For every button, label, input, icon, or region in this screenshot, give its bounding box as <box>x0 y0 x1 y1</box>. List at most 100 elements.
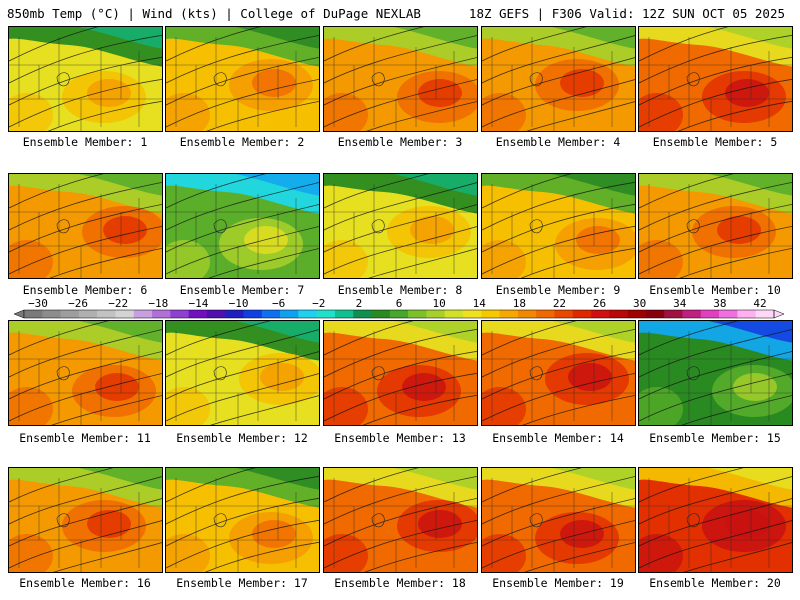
ensemble-map-panel <box>8 320 163 426</box>
colorbar-segment <box>316 310 336 318</box>
ensemble-member-label: Ensemble Member: 4 <box>495 135 621 149</box>
colorbar-segment <box>517 310 537 318</box>
ensemble-member-label: Ensemble Member: 10 <box>649 283 781 297</box>
colorbar-tick-label: 42 <box>753 297 766 310</box>
ensemble-member-label: Ensemble Member: 13 <box>334 431 466 445</box>
colorbar-tick-label: 2 <box>356 297 363 310</box>
ensemble-map-panel <box>8 173 163 279</box>
ensemble-member-label: Ensemble Member: 18 <box>334 576 466 590</box>
colorbar-tick-label: −6 <box>272 297 285 310</box>
ensemble-map-panel <box>638 467 793 573</box>
ensemble-map-panel <box>165 320 320 426</box>
colorbar-tick-label: 22 <box>553 297 566 310</box>
colorbar-segment <box>426 310 446 318</box>
colorbar-tick-label: 10 <box>432 297 445 310</box>
colorbar-segment <box>78 310 98 318</box>
colorbar-tick-label: −18 <box>148 297 168 310</box>
ensemble-member-label: Ensemble Member: 15 <box>649 431 781 445</box>
header-run-info: 18Z GEFS | F306 Valid: 12Z SUN OCT 05 20… <box>468 6 785 21</box>
colorbar-segment <box>627 310 647 318</box>
ensemble-map-panel <box>165 173 320 279</box>
colorbar-segment <box>371 310 391 318</box>
ensemble-map-panel <box>323 173 478 279</box>
colorbar-tick-label: 38 <box>713 297 726 310</box>
ensemble-map-panel <box>323 467 478 573</box>
ensemble-member-label: Ensemble Member: 8 <box>337 283 463 297</box>
colorbar-segment <box>353 310 372 318</box>
colorbar-segment <box>572 310 592 318</box>
colorbar-tick-label: −2 <box>312 297 325 310</box>
ensemble-member-label: Ensemble Member: 16 <box>19 576 151 590</box>
ensemble-map-panel <box>165 467 320 573</box>
colorbar-segment <box>408 310 427 318</box>
colorbar-segment <box>243 310 263 318</box>
colorbar-segment <box>97 310 116 318</box>
colorbar-segment <box>206 310 226 318</box>
colorbar-tick-label: −30 <box>28 297 48 310</box>
colorbar-tick-label: 26 <box>593 297 606 310</box>
colorbar-tick-label: −14 <box>189 297 209 310</box>
colorbar-segment <box>719 310 738 318</box>
ensemble-map-panel <box>8 26 163 132</box>
colorbar-segment <box>645 310 665 318</box>
colorbar-segment <box>554 310 574 318</box>
ensemble-map-panel <box>165 26 320 132</box>
colorbar-right-arrow <box>773 309 785 319</box>
colorbar-segment <box>755 310 775 318</box>
ensemble-member-label: Ensemble Member: 9 <box>495 283 621 297</box>
colorbar-segment <box>334 310 354 318</box>
ensemble-member-label: Ensemble Member: 3 <box>337 135 463 149</box>
ensemble-map-panel <box>481 320 636 426</box>
colorbar-segment <box>499 310 519 318</box>
ensemble-member-label: Ensemble Member: 17 <box>176 576 308 590</box>
colorbar-segment <box>389 310 409 318</box>
ensemble-map-panel <box>481 26 636 132</box>
colorbar-segment <box>115 310 135 318</box>
colorbar-segment <box>188 310 208 318</box>
ensemble-map-panel <box>323 26 478 132</box>
colorbar-tick-label: 14 <box>473 297 487 310</box>
ensemble-member-label: Ensemble Member: 19 <box>492 576 624 590</box>
colorbar-segment <box>24 310 43 318</box>
colorbar-tick-label: 18 <box>513 297 526 310</box>
ensemble-member-label: Ensemble Member: 7 <box>179 283 305 297</box>
colorbar-tick-label: −22 <box>108 297 128 310</box>
ensemble-member-label: Ensemble Member: 6 <box>22 283 148 297</box>
ensemble-map-panel <box>323 320 478 426</box>
colorbar-segment <box>682 310 702 318</box>
colorbar-segment <box>737 310 757 318</box>
colorbar-tick-label: 30 <box>633 297 646 310</box>
ensemble-member-label: Ensemble Member: 14 <box>492 431 624 445</box>
colorbar-segment <box>609 310 628 318</box>
colorbar-left-arrow <box>13 309 25 319</box>
colorbar-segment <box>152 310 171 318</box>
ensemble-member-label: Ensemble Member: 11 <box>19 431 151 445</box>
colorbar-tick-label: 6 <box>396 297 403 310</box>
colorbar-segment <box>481 310 500 318</box>
ensemble-map-panel <box>8 467 163 573</box>
colorbar-segment <box>700 310 720 318</box>
colorbar-segment <box>280 310 299 318</box>
ensemble-map-panel <box>481 467 636 573</box>
ensemble-member-label: Ensemble Member: 1 <box>22 135 148 149</box>
colorbar-segment <box>170 310 189 318</box>
colorbar-segment <box>60 310 80 318</box>
ensemble-map-panel <box>638 320 793 426</box>
ensemble-member-label: Ensemble Member: 12 <box>176 431 308 445</box>
temperature-colorbar: −30 −26 −22 −18 −14 −10 −6 −2 2 6 10 14 18 22 26 30 34 38… <box>13 297 785 319</box>
header-title: 850mb Temp (°C) | Wind (kts) | College o… <box>7 6 421 21</box>
colorbar-segment <box>42 310 61 318</box>
colorbar-segment <box>225 310 244 318</box>
ensemble-map-panel <box>638 26 793 132</box>
colorbar-segment <box>444 310 464 318</box>
colorbar-tick-label: −10 <box>229 297 249 310</box>
colorbar-segment <box>536 310 555 318</box>
colorbar-segment <box>463 310 482 318</box>
colorbar-segment <box>298 310 317 318</box>
ensemble-member-label: Ensemble Member: 5 <box>652 135 778 149</box>
colorbar-segment <box>133 310 153 318</box>
ensemble-member-label: Ensemble Member: 20 <box>649 576 781 590</box>
colorbar-tick-label: 34 <box>673 297 687 310</box>
colorbar-segment <box>261 310 281 318</box>
colorbar-segment <box>591 310 610 318</box>
